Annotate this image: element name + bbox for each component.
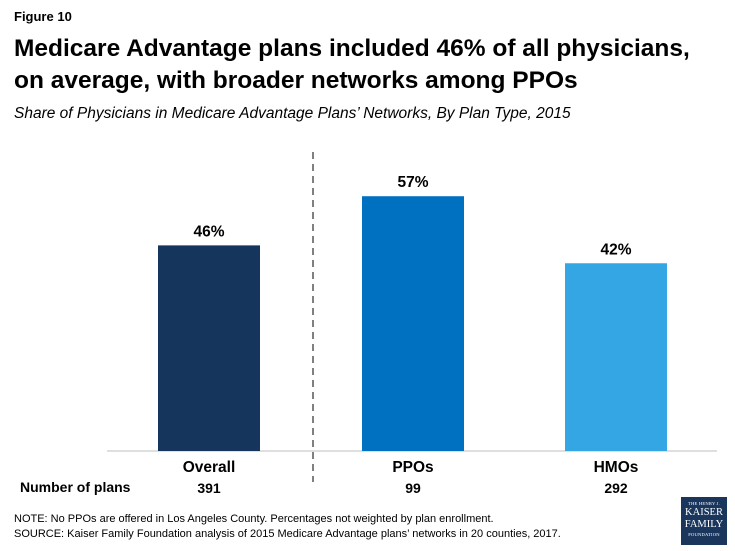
plan-count-hmos: 292	[604, 480, 628, 496]
logo-line-2b: FAMILY	[684, 519, 724, 530]
footnotes: NOTE: No PPOs are offered in Los Angeles…	[14, 512, 561, 542]
bar-overall	[158, 245, 260, 451]
chart-subtitle: Share of Physicians in Medicare Advantag…	[14, 105, 571, 122]
category-label-hmos: HMOs	[594, 459, 639, 476]
plan-count-overall: 391	[197, 480, 221, 496]
category-label-ppos: PPOs	[392, 459, 433, 476]
logo-line-1: THE HENRY J.	[688, 501, 720, 506]
value-label-hmos: 42%	[600, 241, 631, 258]
plan-count-ppos: 99	[405, 480, 421, 496]
bar-ppos	[362, 196, 464, 451]
bar-hmos	[565, 263, 667, 451]
category-label-overall: Overall	[183, 459, 236, 476]
number-of-plans-label: Number of plans	[20, 479, 131, 495]
chart-title: Medicare Advantage plans included 46% of…	[14, 35, 690, 94]
source-text: SOURCE: Kaiser Family Foundation analysi…	[14, 528, 561, 540]
value-label-overall: 46%	[193, 223, 224, 240]
figure-label: Figure 10	[14, 9, 72, 24]
logo-line-2a: KAISER	[685, 507, 723, 518]
kff-logo: THE HENRY J. KAISER FAMILY FOUNDATION	[681, 497, 727, 545]
value-label-ppos: 57%	[397, 174, 428, 191]
note-text: NOTE: No PPOs are offered in Los Angeles…	[14, 513, 494, 525]
logo-line-3: FOUNDATION	[688, 532, 720, 537]
